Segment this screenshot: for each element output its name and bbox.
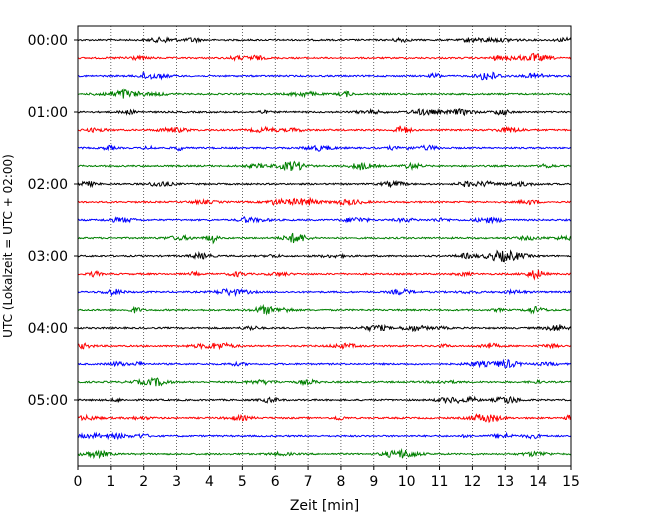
x-axis-ticks: 0 1 2 3 4 5 6 7 8 9 10 11 12 13 14 15: [74, 466, 580, 490]
x-tick-label: 7: [304, 474, 313, 490]
trace-0200: [77, 179, 572, 189]
plot-area: [78, 26, 571, 466]
trace-0015: [77, 52, 572, 62]
x-tick-label: 14: [529, 474, 547, 490]
trace-0515: [77, 413, 572, 424]
x-tick-label: 5: [238, 474, 247, 490]
seismic-traces: [77, 36, 572, 460]
x-axis-label: Zeit [min]: [290, 498, 359, 514]
trace-0315: [77, 269, 572, 281]
trace-0300: [77, 249, 572, 263]
trace-0445: [77, 376, 572, 387]
y-axis-ticks: 00:00 01:00 02:00 03:00 04:00 05:00: [28, 33, 78, 409]
x-tick-label: 2: [139, 474, 148, 490]
trace-0330: [77, 287, 572, 298]
trace-0045: [77, 88, 572, 99]
x-tick-label: 15: [562, 474, 580, 490]
trace-0545: [77, 447, 572, 460]
trace-0500: [77, 395, 572, 405]
x-tick-label: 9: [369, 474, 378, 490]
trace-0230: [77, 215, 572, 225]
trace-0245: [77, 232, 572, 245]
y-tick-label: 03:00: [28, 249, 68, 265]
x-tick-label: 12: [463, 474, 481, 490]
y-tick-label: 02:00: [28, 177, 68, 193]
x-tick-label: 6: [271, 474, 280, 490]
plot-frame: [77, 25, 572, 467]
trace-0030: [77, 71, 572, 81]
x-tick-label: 8: [336, 474, 345, 490]
trace-0145: [77, 160, 572, 172]
trace-0400: [77, 323, 572, 333]
trace-0000: [77, 36, 572, 44]
x-tick-label: 1: [106, 474, 115, 490]
trace-0130: [77, 144, 572, 152]
trace-0215: [77, 196, 572, 207]
trace-0415: [77, 341, 572, 351]
y-tick-label: 04:00: [28, 321, 68, 337]
y-axis-label: UTC (Lokalzeit = UTC + 02:00): [1, 154, 15, 338]
grid-lines: [110, 26, 539, 466]
x-tick-label: 13: [496, 474, 514, 490]
trace-0530: [77, 431, 572, 441]
trace-0430: [77, 358, 572, 369]
x-tick-label: 3: [172, 474, 181, 490]
x-tick-label: 11: [431, 474, 449, 490]
x-tick-label: 0: [74, 474, 83, 490]
x-tick-label: 10: [398, 474, 416, 490]
y-tick-label: 05:00: [28, 393, 68, 409]
x-tick-label: 4: [205, 474, 214, 490]
trace-0100: [77, 107, 572, 117]
y-tick-label: 00:00: [28, 33, 68, 49]
y-tick-label: 01:00: [28, 105, 68, 121]
trace-0345: [77, 303, 572, 316]
trace-0115: [77, 125, 572, 134]
